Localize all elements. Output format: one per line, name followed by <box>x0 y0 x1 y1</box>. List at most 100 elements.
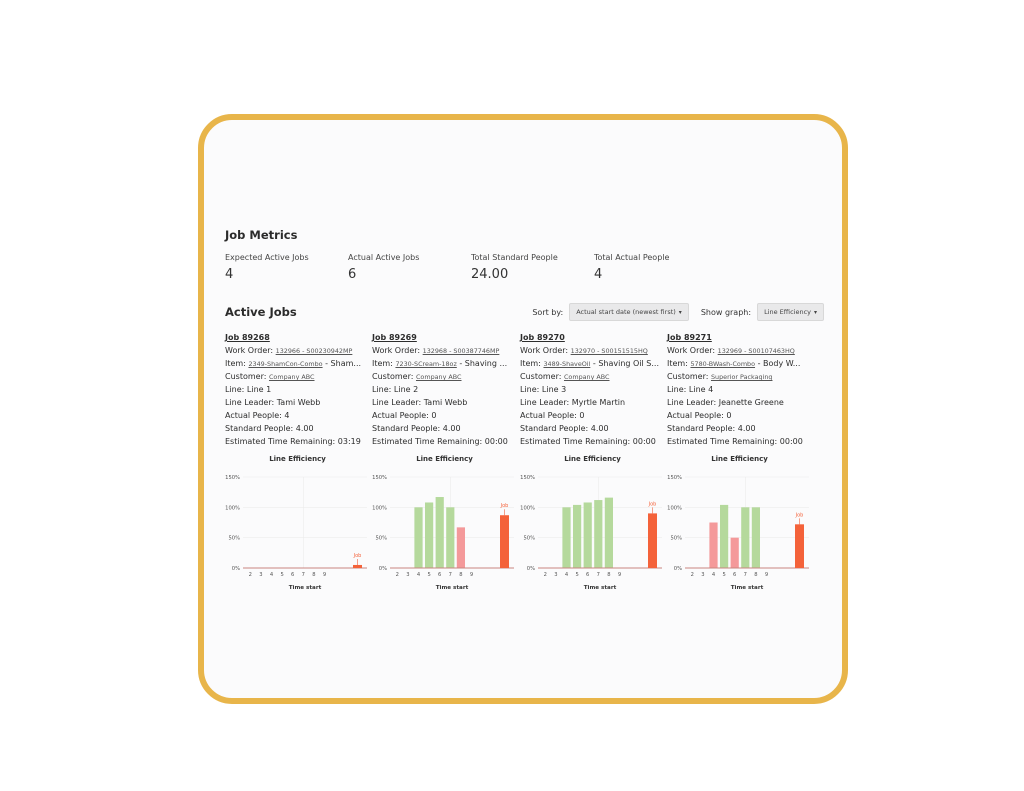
work-order-row: Work Order: 132966 - S00230942MP <box>225 345 370 358</box>
work-order-label: Work Order: <box>520 346 571 356</box>
sort-value: Actual start date (newest first) <box>576 308 676 316</box>
x-tick-label: 6 <box>586 572 589 578</box>
line-text: Line: Line 1 <box>225 385 272 395</box>
actual-people-text: Actual People: 0 <box>667 410 732 420</box>
graph-dropdown[interactable]: Line Efficiency ▾ <box>757 303 824 321</box>
item-link[interactable]: 3489-ShaveOil <box>543 360 591 369</box>
dashboard: Job Metrics Expected Active Jobs 4 Actua… <box>204 120 842 698</box>
line-leader-text: Line Leader: Tami Webb <box>225 398 321 408</box>
job-bar <box>795 524 804 568</box>
sort-controls: Sort by: Actual start date (newest first… <box>532 303 824 321</box>
line-efficiency-chart: Line Efficiency 0% 50% 100% 150% 2 3 4 5 6 7 8 9 Job… <box>225 455 370 605</box>
bar <box>594 500 603 568</box>
customer-label: Customer: <box>372 372 416 382</box>
x-tick-label: 4 <box>417 572 421 578</box>
x-tick-label: 3 <box>554 572 557 578</box>
chart-svg: 0% 50% 100% 150% 2 3 4 5 6 7 8 9 Job Time start <box>372 475 514 591</box>
work-order-link[interactable]: 132966 - S00230942MP <box>275 347 353 356</box>
x-tick-label: 6 <box>291 572 294 578</box>
job-bar <box>353 564 362 568</box>
bar <box>583 502 592 568</box>
work-order-link[interactable]: 132969 - S00107463HQ <box>717 347 795 356</box>
customer-label: Customer: <box>520 372 564 382</box>
customer-link[interactable]: Company ABC <box>563 373 610 382</box>
work-order-label: Work Order: <box>225 346 276 356</box>
item-row: Item: 3489-ShaveOil - Shaving Oil S... <box>520 358 665 371</box>
x-tick-label: 2 <box>396 572 399 578</box>
metric-actual-active-jobs: Actual Active Jobs 6 <box>348 253 419 282</box>
y-tick-label: 100% <box>225 505 240 511</box>
job-card: Job 89271 Work Order: 132969 - S00107463… <box>667 332 812 449</box>
actual-people-text: Actual People: 0 <box>520 410 585 420</box>
item-link[interactable]: 2349-ShamCon-Combo <box>248 360 323 369</box>
bar <box>562 507 571 568</box>
item-label: Item: <box>667 359 691 369</box>
x-tick-label: 3 <box>259 572 262 578</box>
x-tick-label: 2 <box>691 572 694 578</box>
item-row: Item: 5780-BWash-Combo - Body W... <box>667 358 812 371</box>
y-tick-label: 50% <box>670 536 682 542</box>
item-description: - Body W... <box>755 359 801 369</box>
x-tick-label: 5 <box>722 572 725 578</box>
sort-dropdown[interactable]: Actual start date (newest first) ▾ <box>569 303 689 321</box>
y-tick-label: 50% <box>523 536 535 542</box>
line-leader-text: Line Leader: Tami Webb <box>372 398 468 408</box>
x-tick-label: 6 <box>438 572 441 578</box>
bar <box>741 507 750 568</box>
job-title-link[interactable]: Job 89269 <box>372 333 417 342</box>
metric-total-actual-people: Total Actual People 4 <box>594 253 669 282</box>
x-tick-label: 3 <box>701 572 704 578</box>
x-tick-label: 7 <box>744 572 747 578</box>
job-title-link[interactable]: Job 89271 <box>667 333 712 342</box>
x-axis-label: Time start <box>436 585 469 591</box>
customer-link[interactable]: Superior Packaging <box>710 373 773 382</box>
customer-row: Customer: Company ABC <box>225 371 370 384</box>
job-title-link[interactable]: Job 89270 <box>520 333 565 342</box>
item-link[interactable]: 7230-SCream-18oz <box>395 360 457 369</box>
line-text: Line: Line 4 <box>667 385 714 395</box>
job-card: Job 89270 Work Order: 132970 - S00151515… <box>520 332 665 449</box>
x-tick-label: 5 <box>280 572 283 578</box>
customer-row: Customer: Company ABC <box>520 371 665 384</box>
x-tick-label: 7 <box>302 572 305 578</box>
customer-link[interactable]: Company ABC <box>268 373 315 382</box>
work-order-link[interactable]: 132970 - S00151515HQ <box>570 347 648 356</box>
line-efficiency-chart: Line Efficiency 0% 50% 100% 150% 2 3 4 5 6 7 8 9 Job… <box>520 455 665 605</box>
job-card: Job 89269 Work Order: 132968 - S00387746… <box>372 332 517 449</box>
line-text: Line: Line 3 <box>520 385 567 395</box>
item-row: Item: 2349-ShamCon-Combo - Sham... <box>225 358 370 371</box>
active-jobs-title: Active Jobs <box>225 305 297 319</box>
x-tick-label: 2 <box>544 572 547 578</box>
graph-value: Line Efficiency <box>764 308 811 316</box>
graph-label: Show graph: <box>700 307 752 317</box>
item-link[interactable]: 5780-BWash-Combo <box>690 360 756 369</box>
line-leader-text: Line Leader: Myrtle Martin <box>520 398 626 408</box>
bar <box>425 502 434 568</box>
item-row: Item: 7230-SCream-18oz - Shaving ... <box>372 358 517 371</box>
job-metrics-title: Job Metrics <box>225 228 298 242</box>
metric-total-standard-people: Total Standard People 24.00 <box>471 253 558 282</box>
line-efficiency-chart: Line Efficiency 0% 50% 100% 150% 2 3 4 5 6 7 8 9 Job… <box>667 455 812 605</box>
customer-link[interactable]: Company ABC <box>415 373 462 382</box>
item-description: - Shaving Oil S... <box>590 359 660 369</box>
line-efficiency-chart: Line Efficiency 0% 50% 100% 150% 2 3 4 5 6 7 8 9 Job… <box>372 455 517 605</box>
job-title-link[interactable]: Job 89268 <box>225 333 270 342</box>
bar <box>446 507 455 568</box>
job-label: Job <box>795 512 804 518</box>
job-label: Job <box>500 503 509 509</box>
standard-people-text: Standard People: 4.00 <box>372 423 461 433</box>
time-remaining-text: Estimated Time Remaining: 03:19 <box>225 436 361 446</box>
item-label: Item: <box>225 359 249 369</box>
work-order-label: Work Order: <box>372 346 423 356</box>
x-tick-label: 9 <box>765 572 768 578</box>
metric-label: Total Standard People <box>471 253 558 262</box>
customer-row: Customer: Superior Packaging <box>667 371 812 384</box>
work-order-link[interactable]: 132968 - S00387746MP <box>422 347 500 356</box>
work-order-row: Work Order: 132969 - S00107463HQ <box>667 345 812 358</box>
metric-value: 4 <box>225 267 234 282</box>
job-label: Job <box>353 553 362 559</box>
x-tick-label: 4 <box>565 572 569 578</box>
bar <box>456 527 465 568</box>
chart-title: Line Efficiency <box>269 455 326 463</box>
customer-label: Customer: <box>667 372 711 382</box>
